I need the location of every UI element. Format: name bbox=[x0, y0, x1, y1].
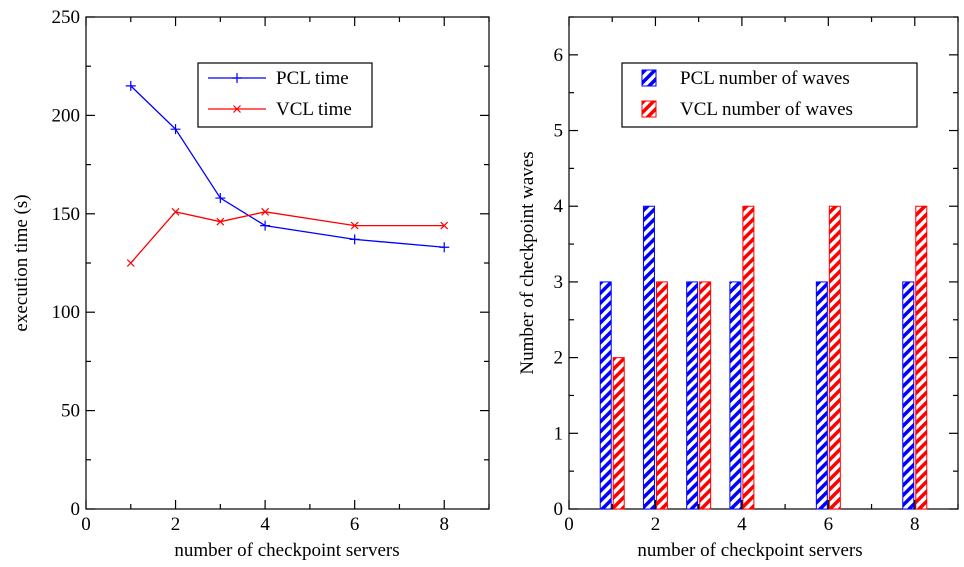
y-tick-label: 4 bbox=[554, 196, 564, 217]
legend: PCL time VCL time bbox=[197, 62, 373, 128]
plot-frame bbox=[568, 16, 959, 510]
legend-vcl-swatch bbox=[641, 100, 657, 118]
bar-series bbox=[599, 205, 928, 510]
x-tick-label: 2 bbox=[171, 514, 181, 535]
x-tick-label: 8 bbox=[439, 514, 449, 535]
series-line-pcl bbox=[130, 85, 445, 248]
legend-vcl-label: VCL number of waves bbox=[680, 99, 853, 120]
legend-box bbox=[621, 62, 918, 128]
legend-pcl-swatch bbox=[641, 69, 657, 87]
y-tick-label: 50 bbox=[61, 401, 80, 422]
y-tick-label: 1 bbox=[554, 423, 564, 444]
data-point bbox=[126, 259, 135, 267]
tick-labels: 0 2 4 6 8 0 1 2 3 4 5 6 bbox=[554, 45, 920, 535]
data-point bbox=[439, 242, 450, 253]
execution-time-chart: 0 2 4 6 8 0 50 100 150 200 250 number of checkpoin… bbox=[11, 7, 490, 561]
legend-pcl-marker bbox=[232, 73, 242, 83]
legend-vcl-marker bbox=[233, 105, 241, 113]
data-point bbox=[350, 221, 359, 230]
data-point bbox=[216, 217, 225, 226]
tick-marks bbox=[568, 16, 959, 510]
y-tick-label: 250 bbox=[52, 7, 81, 28]
tick-marks bbox=[85, 16, 490, 510]
bar-pcl bbox=[902, 281, 915, 510]
series-line-vcl bbox=[130, 211, 445, 264]
legend-pcl-label: PCL time bbox=[276, 68, 349, 89]
legend-box bbox=[197, 62, 373, 128]
x-tick-label: 8 bbox=[910, 514, 920, 535]
x-tick-label: 2 bbox=[651, 514, 661, 535]
y-tick-label: 5 bbox=[554, 121, 564, 142]
bar-vcl bbox=[915, 205, 928, 510]
y-tick-label: 2 bbox=[554, 348, 564, 369]
x-axis-label: number of checkpoint servers bbox=[637, 540, 862, 561]
bar-pcl bbox=[686, 281, 699, 510]
data-point bbox=[349, 234, 360, 245]
y-axis-label: Number of checkpoint waves bbox=[517, 151, 538, 374]
data-point bbox=[440, 221, 449, 230]
y-axis-label: execution time (s) bbox=[11, 194, 32, 331]
bar-vcl bbox=[742, 205, 755, 510]
bar-vcl bbox=[655, 281, 668, 510]
data-point bbox=[171, 207, 180, 216]
x-tick-label: 4 bbox=[260, 514, 270, 535]
bar-pcl bbox=[642, 205, 655, 510]
bar-pcl bbox=[815, 281, 828, 510]
legend: PCL number of waves VCL number of waves bbox=[621, 62, 918, 128]
x-tick-label: 6 bbox=[350, 514, 360, 535]
y-tick-label: 200 bbox=[52, 105, 81, 126]
y-tick-label: 6 bbox=[554, 45, 564, 66]
tick-labels: 0 2 4 6 8 0 50 100 150 200 250 bbox=[52, 7, 449, 535]
y-tick-label: 150 bbox=[52, 204, 81, 225]
bar-pcl bbox=[599, 281, 612, 510]
data-point bbox=[261, 207, 270, 216]
y-tick-label: 100 bbox=[52, 302, 81, 323]
data-point bbox=[170, 124, 181, 135]
data-point bbox=[215, 193, 226, 204]
legend-pcl-label: PCL number of waves bbox=[680, 68, 850, 89]
bar-pcl bbox=[729, 281, 742, 510]
bar-vcl bbox=[699, 281, 712, 510]
data-point bbox=[260, 220, 271, 231]
line-series bbox=[125, 80, 450, 267]
x-tick-label: 4 bbox=[737, 514, 747, 535]
x-axis-label: number of checkpoint servers bbox=[174, 540, 399, 561]
y-tick-label: 0 bbox=[554, 499, 564, 520]
bar-vcl bbox=[828, 205, 841, 510]
x-tick-label: 6 bbox=[824, 514, 834, 535]
x-tick-label: 0 bbox=[564, 514, 574, 535]
y-tick-label: 3 bbox=[554, 272, 564, 293]
legend-vcl-label: VCL time bbox=[276, 99, 352, 120]
data-point bbox=[125, 80, 136, 91]
bar-vcl bbox=[612, 357, 625, 510]
x-tick-label: 0 bbox=[81, 514, 91, 535]
y-tick-label: 0 bbox=[71, 499, 81, 520]
checkpoint-waves-chart: 0 2 4 6 8 0 1 2 3 4 5 6 number of checkpoint server… bbox=[517, 16, 959, 561]
